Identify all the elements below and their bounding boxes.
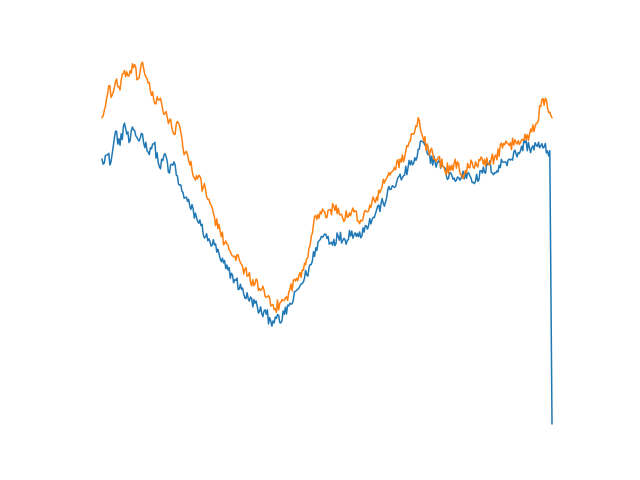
plot-area (100, 61, 554, 425)
series-1-line (101, 122, 553, 425)
series-2-line (100, 61, 554, 314)
